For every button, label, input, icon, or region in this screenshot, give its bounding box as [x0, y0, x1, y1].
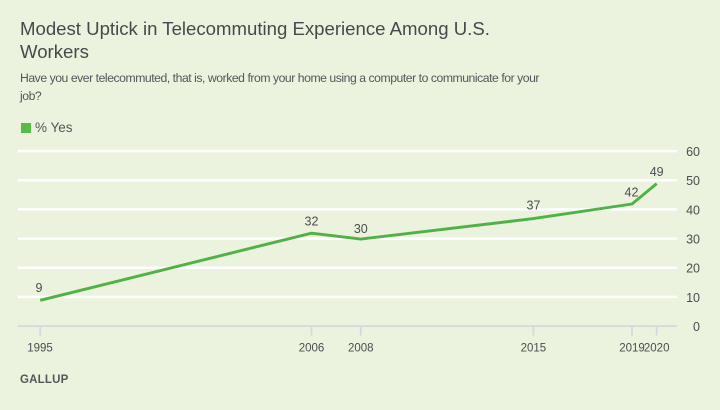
svg-text:2015: 2015 [521, 343, 547, 355]
svg-text:1995: 1995 [27, 343, 53, 355]
svg-text:32: 32 [305, 215, 319, 229]
svg-text:20: 20 [686, 262, 700, 276]
svg-text:42: 42 [625, 186, 639, 200]
svg-text:30: 30 [354, 222, 368, 236]
svg-text:30: 30 [686, 233, 700, 247]
svg-text:60: 60 [686, 145, 700, 159]
svg-text:49: 49 [650, 165, 664, 179]
svg-text:2019: 2019 [619, 343, 645, 355]
svg-text:2008: 2008 [348, 343, 374, 355]
svg-text:50: 50 [686, 174, 700, 188]
svg-text:2020: 2020 [644, 343, 670, 355]
svg-text:9: 9 [36, 281, 43, 295]
svg-text:0: 0 [693, 320, 700, 334]
svg-text:10: 10 [686, 291, 700, 305]
svg-text:37: 37 [527, 199, 541, 213]
svg-text:40: 40 [686, 203, 700, 217]
svg-text:2006: 2006 [299, 343, 325, 355]
